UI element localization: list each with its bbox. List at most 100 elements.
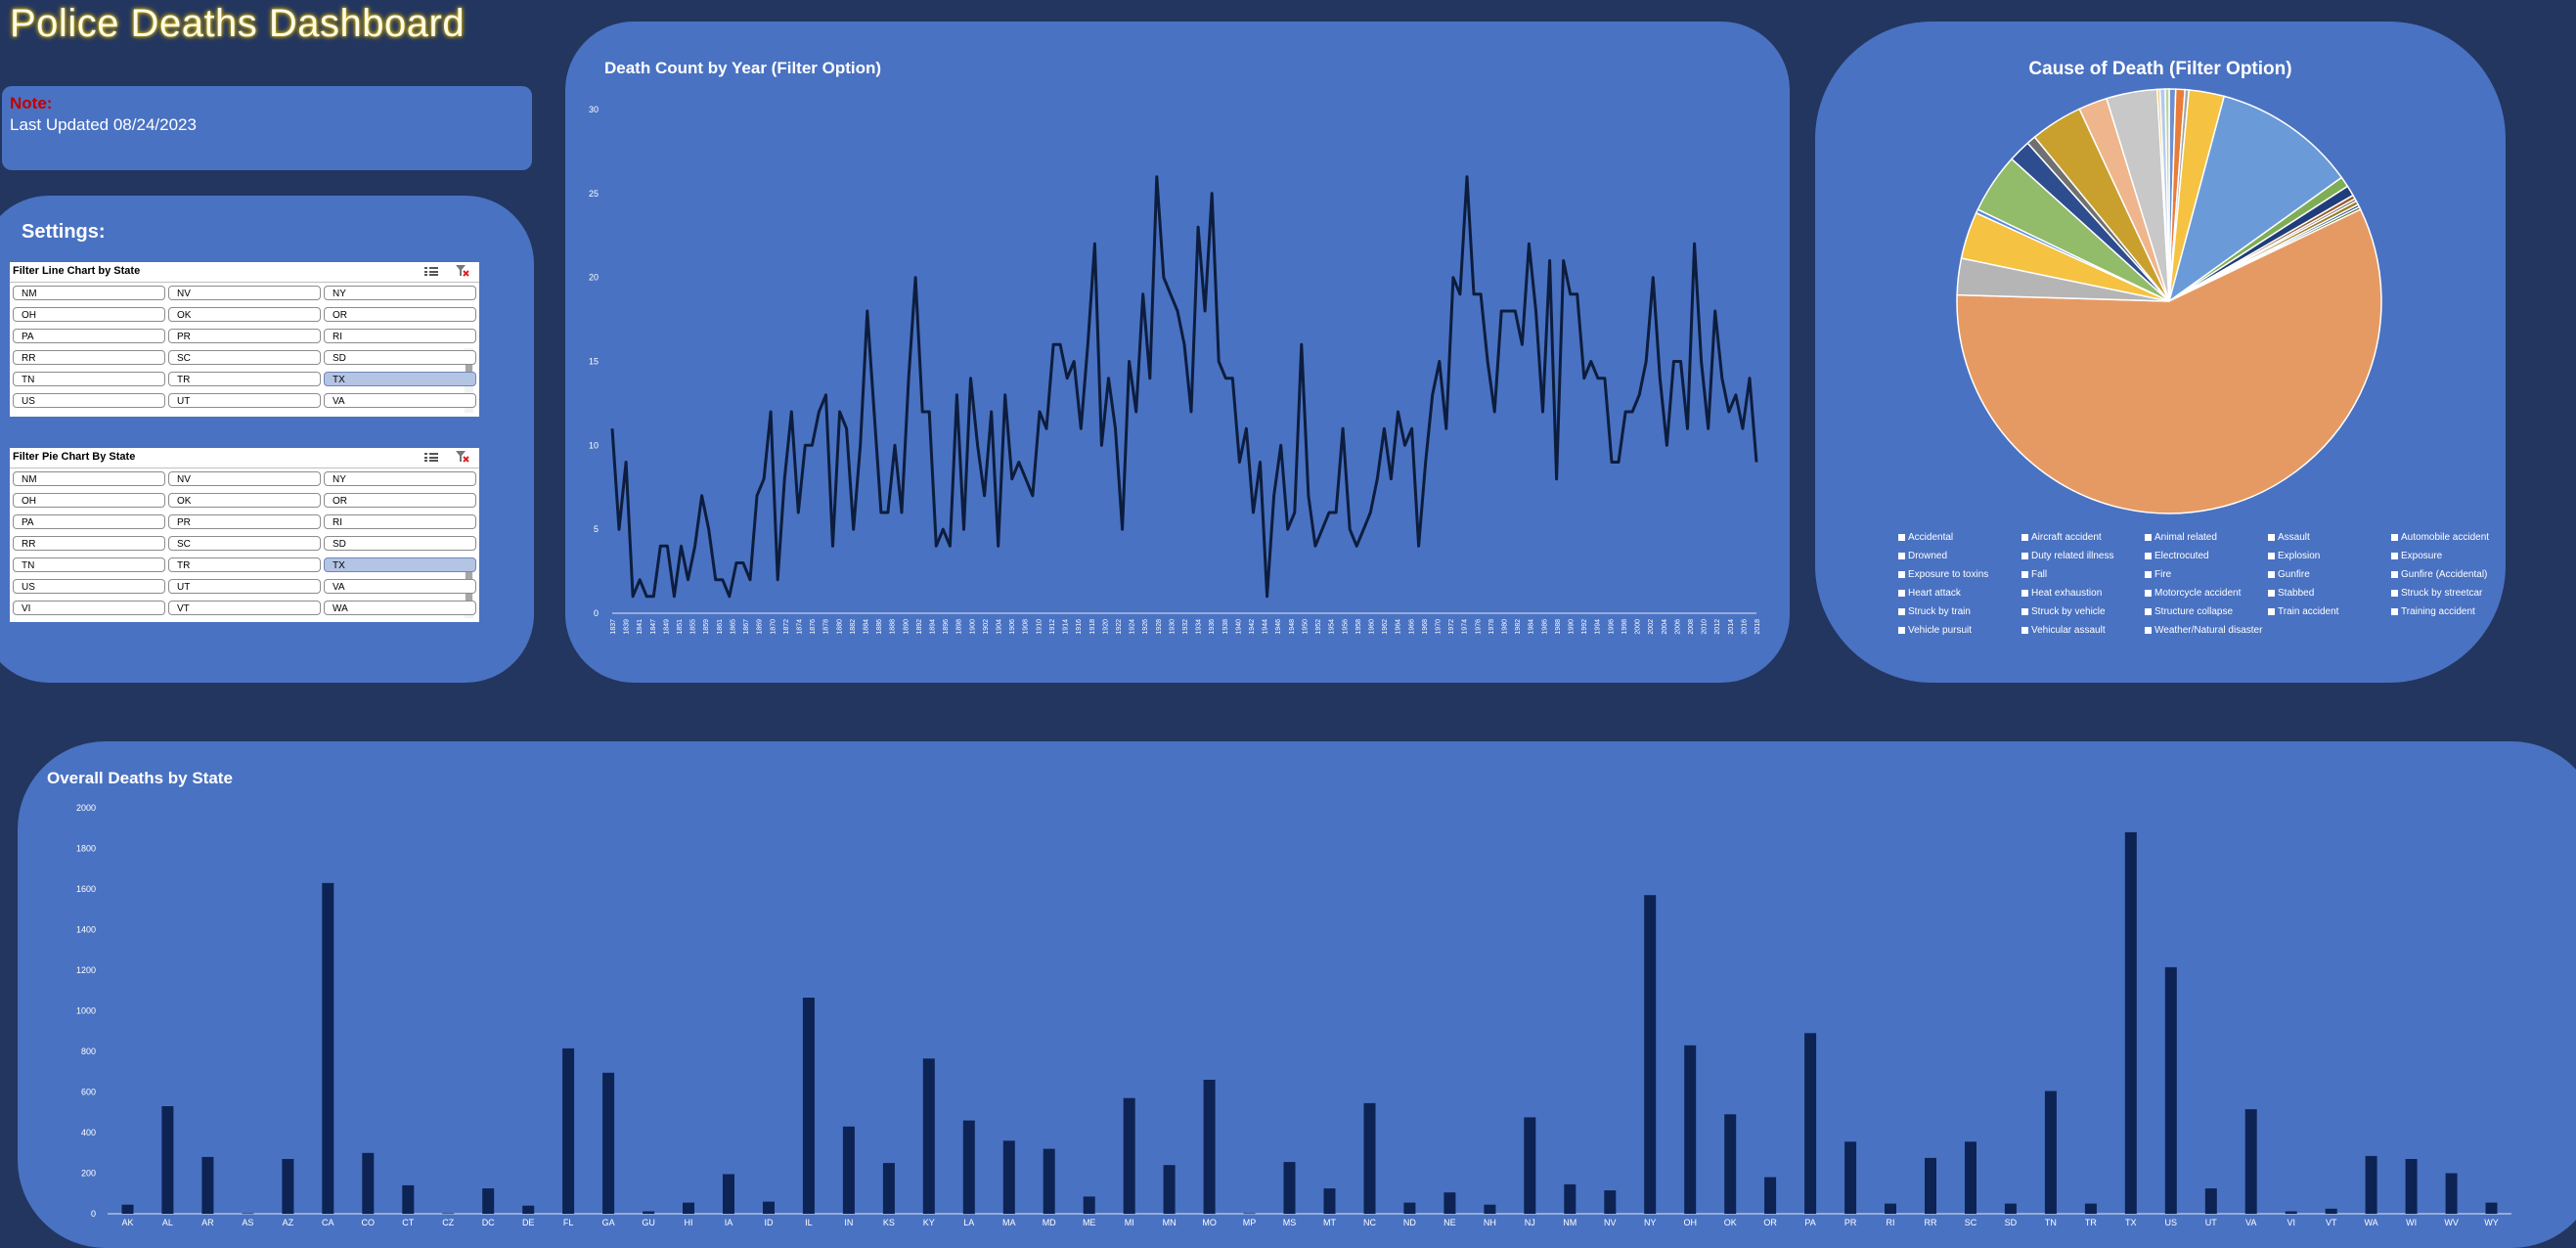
legend-label: Motorcycle accident [2154, 588, 2242, 599]
slicer-item[interactable]: VA [324, 393, 476, 408]
x-tick-label: 1880 [836, 619, 843, 635]
slicer-item[interactable]: SD [324, 350, 476, 365]
slicer-item[interactable]: RR [13, 350, 165, 365]
x-tick-label: 1958 [1355, 619, 1362, 635]
legend-label: Vehicle pursuit [1908, 625, 1973, 636]
line-chart-state-slicer[interactable]: Filter Line Chart by State NM NV NY OH OK OR P… [10, 262, 479, 417]
y-tick-label: 10 [589, 440, 599, 450]
slicer-item[interactable]: NY [324, 471, 476, 486]
slicer-item[interactable]: RR [13, 536, 165, 551]
x-tick-label: 1946 [1275, 619, 1282, 635]
slicer-item[interactable]: TX [324, 557, 476, 572]
slicer-item[interactable]: TR [168, 557, 321, 572]
x-tick-label: CO [362, 1218, 376, 1227]
slicer-item[interactable]: PA [13, 514, 165, 529]
slicer-item[interactable]: VT [168, 601, 321, 615]
bar [2004, 1203, 2017, 1214]
slicer-item[interactable]: NY [324, 286, 476, 300]
clear-filter-icon[interactable] [456, 265, 469, 277]
x-tick-label: 1994 [1595, 619, 1602, 635]
slicer-item[interactable]: PA [13, 329, 165, 343]
slicer-item[interactable]: US [13, 579, 165, 594]
x-tick-label: AR [201, 1218, 214, 1227]
slicer-item[interactable]: RI [324, 329, 476, 343]
x-tick-label: 1924 [1130, 619, 1136, 635]
x-tick-label: 1974 [1462, 619, 1469, 635]
slicer-item[interactable]: NM [13, 471, 165, 486]
slicer-item[interactable]: TN [13, 372, 165, 386]
x-tick-label: 1986 [1541, 619, 1548, 635]
legend-label: Automobile accident [2401, 532, 2490, 543]
x-tick-label: 1970 [1435, 619, 1442, 635]
x-tick-label: MI [1125, 1218, 1134, 1227]
slicer-item[interactable]: SC [168, 350, 321, 365]
x-tick-label: 1874 [796, 619, 803, 635]
pie-legend-item: Fall [2021, 569, 2047, 580]
bar [282, 1159, 294, 1214]
slicer-item[interactable]: TR [168, 372, 321, 386]
slicer-item[interactable]: RI [324, 514, 476, 529]
pie-legend-item: Struck by train [1898, 606, 1971, 617]
x-tick-label: DC [482, 1218, 495, 1227]
slicer-item[interactable]: UT [168, 393, 321, 408]
multi-select-icon[interactable] [424, 452, 438, 462]
x-tick-label: 1906 [1009, 619, 1016, 635]
y-tick-label: 30 [589, 105, 599, 114]
slicer-item[interactable]: UT [168, 579, 321, 594]
x-tick-label: 1847 [650, 619, 657, 635]
slicer-item[interactable]: OH [13, 493, 165, 508]
bar-chart: 0 200 400 600 800 1000 1200 1400 1600 1800 2000 AK A… [76, 803, 2511, 1227]
x-tick-label: IL [805, 1218, 813, 1227]
legend-swatch [2021, 552, 2028, 559]
x-tick-label: 1976 [1475, 619, 1482, 635]
slicer-item[interactable]: SD [324, 536, 476, 551]
slicer-item[interactable]: OH [13, 307, 165, 322]
x-tick-label: NC [1363, 1218, 1376, 1227]
pie-legend-item: Stabbed [2268, 588, 2314, 599]
slicer-item[interactable]: NM [13, 286, 165, 300]
clear-filter-icon[interactable] [456, 451, 469, 463]
slicer-item[interactable]: OK [168, 307, 321, 322]
legend-swatch [2391, 607, 2398, 615]
bar [1764, 1177, 1777, 1214]
slicer-item[interactable]: OR [324, 493, 476, 508]
pie-chart-state-slicer[interactable]: Filter Pie Chart By State NM NV NY OH OK OR PA… [10, 448, 479, 622]
x-tick-label: NJ [1525, 1218, 1535, 1227]
y-tick-label: 0 [594, 608, 599, 618]
slicer-item[interactable]: VI [13, 601, 165, 615]
x-tick-label: 2014 [1728, 619, 1735, 635]
slicer-item[interactable]: US [13, 393, 165, 408]
scrollbar-thumb[interactable] [466, 354, 472, 381]
pie-legend-item: Weather/Natural disaster [2145, 625, 2262, 636]
x-tick-label: VT [2326, 1218, 2337, 1227]
x-tick-label: 1916 [1076, 619, 1083, 635]
x-tick-label: 2004 [1662, 619, 1668, 635]
slicer-item[interactable]: VA [324, 579, 476, 594]
x-tick-label: 1912 [1049, 619, 1056, 635]
slicer-item[interactable]: SC [168, 536, 321, 551]
slicer-item[interactable]: PR [168, 514, 321, 529]
bar [2204, 1188, 2217, 1214]
bar [1443, 1192, 1456, 1214]
slicer-item[interactable]: TX [324, 372, 476, 386]
legend-label: Weather/Natural disaster [2154, 625, 2263, 636]
legend-label: Electrocuted [2154, 551, 2209, 561]
slicer-item[interactable]: OR [324, 307, 476, 322]
slicer-item[interactable]: NV [168, 286, 321, 300]
legend-label: Accidental [1908, 532, 1954, 543]
pie-legend-item: Motorcycle accident [2145, 588, 2241, 599]
slicer-item[interactable]: PR [168, 329, 321, 343]
bar [2445, 1173, 2458, 1214]
bar [1885, 1203, 1896, 1214]
pie-legend-item: Heart attack [1898, 588, 1961, 599]
slicer-item[interactable]: WA [324, 601, 476, 615]
x-tick-label: 1837 [610, 619, 617, 635]
multi-select-icon[interactable] [424, 266, 438, 276]
legend-swatch [2268, 589, 2275, 597]
pie-legend-item: Vehicular assault [2021, 625, 2106, 636]
pie-chart-panel: Cause of Death (Filter Option) Accidenta… [1815, 22, 2506, 683]
legend-label: Struck by streetcar [2401, 588, 2483, 599]
slicer-item[interactable]: NV [168, 471, 321, 486]
slicer-item[interactable]: OK [168, 493, 321, 508]
slicer-item[interactable]: TN [13, 557, 165, 572]
